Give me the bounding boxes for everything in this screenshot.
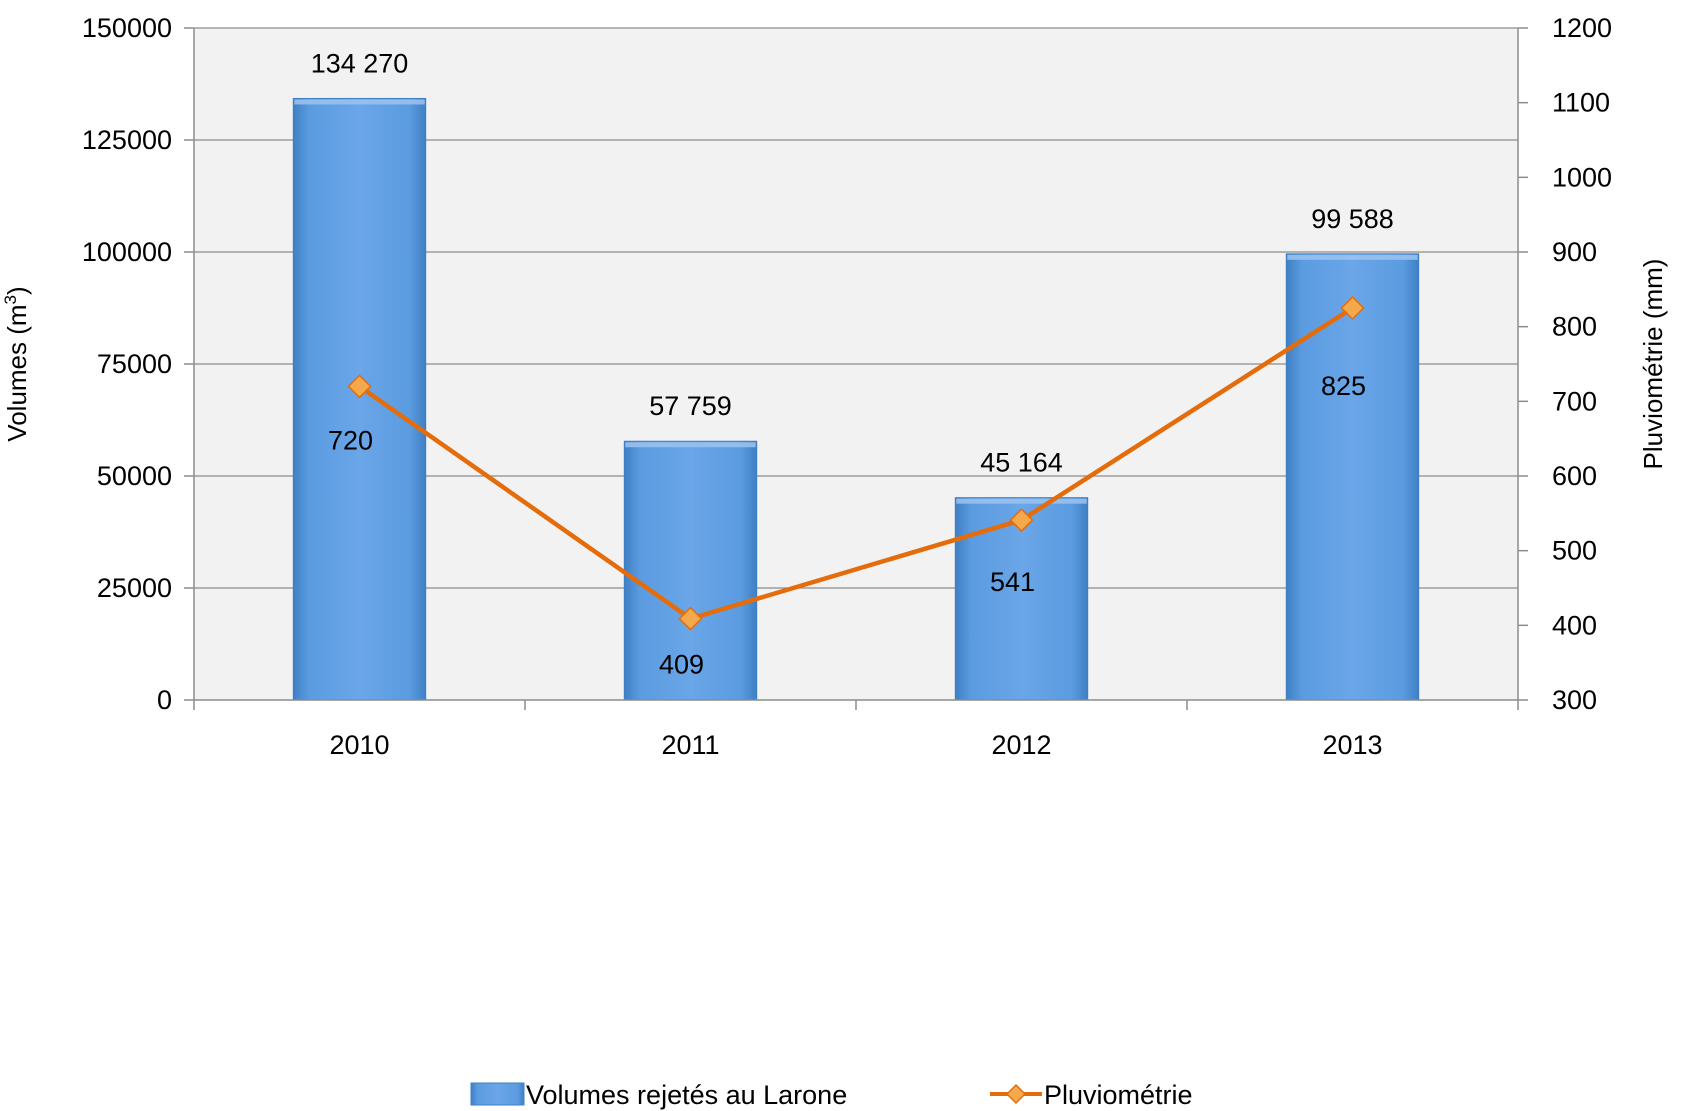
legend-swatch-bar — [470, 1082, 525, 1106]
y-left-tick-label: 125000 — [82, 125, 172, 155]
y-right-tick-label: 1100 — [1552, 88, 1610, 118]
y-right-tick-label: 500 — [1552, 536, 1597, 566]
bar-highlight — [1287, 254, 1418, 260]
bar-highlight — [625, 442, 756, 448]
y-left-tick-label: 75000 — [97, 349, 172, 379]
bar-value-label: 99 588 — [1311, 204, 1394, 234]
bar-2010 — [292, 97, 427, 701]
axis-ticks: 0 25000 50000 75000 100000 125000 150000 300 400… — [82, 13, 1612, 760]
line-value-label: 541 — [990, 567, 1035, 597]
legend: Volumes rejetés au Larone Pluviométrie — [470, 1080, 1193, 1110]
bar — [623, 440, 758, 701]
x-tick-label: 2013 — [1322, 730, 1382, 760]
y-left-axis-title: Volumes (m3) — [1, 286, 32, 441]
line-series — [347, 295, 1365, 631]
pluviometrie-marker — [347, 374, 372, 399]
bar-2013 — [1285, 253, 1420, 701]
legend-label-pluviometrie: Pluviométrie — [1044, 1080, 1193, 1110]
y-right-tick-label: 400 — [1552, 610, 1597, 640]
data-labels: 134 270 57 759 45 164 99 588 720 409 541 825 — [311, 48, 1394, 679]
pluviometrie-line — [358, 306, 1354, 621]
y-left-tick-label: 150000 — [82, 13, 172, 43]
x-tick-label: 2011 — [661, 730, 719, 760]
line-value-label: 825 — [1321, 371, 1366, 401]
bar-value-label: 134 270 — [311, 48, 409, 78]
line-value-label: 409 — [659, 650, 704, 680]
y-left-tick-label: 100000 — [82, 237, 172, 267]
bar-series — [292, 97, 1420, 701]
pluviometrie-marker — [1340, 295, 1365, 321]
legend-item-volumes: Volumes rejetés au Larone — [470, 1080, 847, 1110]
y-right-tick-label: 900 — [1552, 237, 1597, 267]
y-right-axis-title: Pluviométrie (mm) — [1638, 259, 1668, 470]
bar-value-label: 57 759 — [649, 391, 732, 421]
y-right-tick-label: 600 — [1552, 461, 1597, 491]
bar — [292, 97, 427, 701]
line-value-label: 720 — [328, 425, 373, 455]
x-tick-label: 2010 — [329, 730, 389, 760]
bar-value-label: 45 164 — [980, 448, 1063, 478]
y-right-tick-label: 700 — [1552, 386, 1597, 416]
legend-item-pluviometrie: Pluviométrie — [990, 1080, 1193, 1110]
y-right-tick-label: 1000 — [1552, 162, 1612, 192]
pluviometrie-marker — [1009, 507, 1034, 533]
y-right-tick-label: 1200 — [1552, 13, 1612, 43]
legend-label-volumes: Volumes rejetés au Larone — [526, 1080, 847, 1110]
y-right-tick-label: 300 — [1552, 685, 1597, 715]
x-tick-label: 2012 — [991, 730, 1051, 760]
y-left-tick-label: 50000 — [97, 461, 172, 491]
y-right-tick-label: 800 — [1552, 312, 1597, 342]
bar-2011 — [623, 440, 758, 701]
pluviometrie-marker — [678, 606, 703, 631]
y-left-tick-label: 0 — [157, 685, 172, 715]
bar-highlight — [294, 99, 425, 105]
bar-highlight — [956, 498, 1087, 504]
bar — [1285, 253, 1420, 701]
y-left-tick-label: 25000 — [97, 573, 172, 603]
legend-swatch-marker — [1005, 1083, 1027, 1105]
